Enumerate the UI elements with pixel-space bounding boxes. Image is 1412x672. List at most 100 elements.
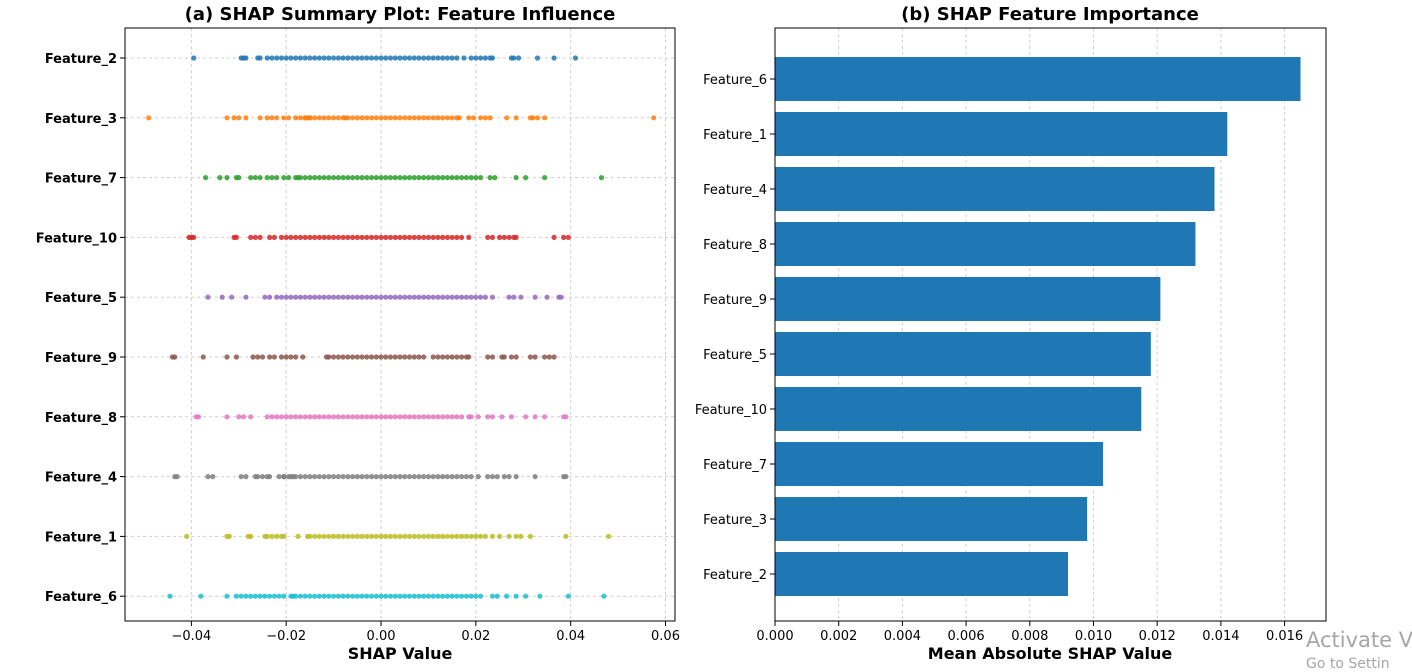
scatter-point bbox=[340, 175, 346, 181]
scatter-point bbox=[224, 175, 230, 181]
bar-y-tick-label: Feature_10 bbox=[695, 403, 767, 418]
scatter-point bbox=[326, 533, 332, 540]
scatter-point bbox=[248, 234, 254, 240]
scatter-point bbox=[224, 593, 230, 599]
scatter-point bbox=[307, 234, 313, 240]
bar-x-tick-label: 0.008 bbox=[1011, 629, 1048, 644]
scatter-point bbox=[359, 55, 365, 61]
scatter-point bbox=[359, 354, 365, 360]
scatter-point bbox=[288, 474, 294, 480]
scatter-point bbox=[373, 294, 379, 300]
scatter-point bbox=[285, 115, 292, 121]
scatter-point bbox=[364, 414, 370, 420]
scatter-point bbox=[435, 593, 441, 599]
bar-x-tick-label: 0.006 bbox=[947, 629, 984, 644]
scatter-point bbox=[515, 55, 522, 61]
scatter-point bbox=[307, 533, 313, 540]
scatter-point bbox=[326, 55, 332, 61]
scatter-point bbox=[312, 55, 318, 61]
scatter-point bbox=[601, 593, 607, 599]
scatter-point bbox=[269, 115, 275, 121]
scatter-point bbox=[359, 294, 365, 300]
scatter-point bbox=[534, 115, 541, 121]
scatter-point bbox=[373, 474, 379, 480]
bar-x-tick-label: 0.016 bbox=[1266, 629, 1303, 644]
scatter-point bbox=[238, 474, 244, 480]
scatter-point bbox=[459, 354, 465, 360]
scatter-point bbox=[257, 593, 263, 599]
scatter-point bbox=[494, 474, 500, 480]
scatter-point bbox=[271, 354, 277, 360]
scatter-point bbox=[359, 414, 365, 420]
scatter-point bbox=[354, 115, 360, 121]
scatter-point bbox=[269, 55, 275, 61]
scatter-point bbox=[349, 533, 356, 540]
scatter-point bbox=[364, 115, 370, 121]
scatter-point bbox=[461, 55, 467, 61]
scatter-point bbox=[468, 294, 474, 300]
scatter-point bbox=[489, 354, 496, 360]
scatter-point bbox=[444, 55, 451, 61]
scatter-x-tick-label: 0.00 bbox=[367, 629, 396, 644]
scatter-point bbox=[406, 175, 413, 181]
scatter-point bbox=[387, 474, 394, 480]
scatter-point bbox=[435, 234, 441, 240]
scatter-point bbox=[459, 593, 465, 599]
scatter-point bbox=[368, 115, 375, 121]
scatter-point bbox=[340, 115, 346, 121]
scatter-point bbox=[402, 354, 408, 360]
scatter-point bbox=[387, 175, 394, 181]
scatter-point bbox=[316, 115, 322, 121]
scatter-point bbox=[466, 234, 472, 240]
scatter-point bbox=[411, 294, 417, 300]
bar-x-axis-label: Mean Absolute SHAP Value bbox=[928, 644, 1173, 663]
scatter-point bbox=[454, 593, 460, 599]
scatter-point bbox=[283, 55, 289, 61]
scatter-point bbox=[331, 234, 337, 240]
scatter-point bbox=[508, 354, 515, 360]
scatter-point bbox=[485, 414, 491, 420]
scatter-point bbox=[383, 115, 389, 121]
scatter-point bbox=[312, 474, 318, 480]
scatter-point bbox=[425, 175, 432, 181]
scatter-point bbox=[551, 55, 557, 61]
scatter-point bbox=[411, 55, 417, 61]
scatter-point bbox=[267, 593, 273, 599]
scatter-point bbox=[274, 533, 280, 540]
scatter-point bbox=[513, 175, 519, 181]
scatter-point bbox=[532, 474, 538, 480]
scatter-point bbox=[463, 175, 469, 181]
scatter-point bbox=[373, 414, 379, 420]
scatter-x-tick-label: 0.06 bbox=[651, 629, 680, 644]
scatter-point bbox=[496, 533, 503, 540]
scatter-point bbox=[397, 294, 403, 300]
scatter-point bbox=[402, 175, 408, 181]
scatter-point bbox=[224, 414, 230, 420]
scatter-point bbox=[359, 533, 365, 540]
scatter-point bbox=[248, 175, 254, 181]
scatter-point bbox=[435, 414, 441, 420]
scatter-point bbox=[402, 55, 408, 61]
scatter-point bbox=[335, 234, 341, 240]
bar-y-tick-label: Feature_3 bbox=[703, 513, 767, 528]
bar-panel: (b) SHAP Feature Importance Feature_6Fea… bbox=[695, 4, 1327, 663]
scatter-point bbox=[368, 55, 375, 61]
scatter-point bbox=[312, 414, 318, 420]
scatter-point bbox=[293, 55, 299, 61]
scatter-point bbox=[335, 55, 341, 61]
scatter-point bbox=[373, 354, 379, 360]
scatter-point bbox=[243, 294, 249, 300]
scatter-point bbox=[387, 414, 394, 420]
scatter-point bbox=[248, 414, 254, 420]
scatter-point bbox=[297, 115, 304, 121]
scatter-point bbox=[281, 533, 287, 540]
scatter-point bbox=[473, 55, 479, 61]
scatter-point bbox=[267, 234, 273, 240]
scatter-point bbox=[416, 593, 422, 599]
scatter-point bbox=[542, 175, 548, 181]
scatter-point bbox=[276, 474, 282, 480]
scatter-point bbox=[354, 175, 360, 181]
scatter-point bbox=[513, 533, 519, 540]
scatter-point bbox=[302, 175, 308, 181]
scatter-point bbox=[297, 414, 304, 420]
